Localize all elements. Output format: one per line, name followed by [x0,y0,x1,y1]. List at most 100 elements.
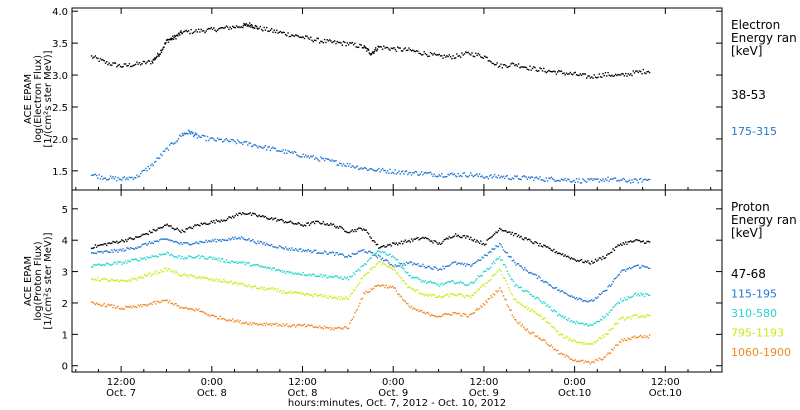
data-point [320,223,322,225]
data-point [609,75,612,77]
data-point [444,294,447,296]
data-point [529,293,531,295]
data-point [250,214,253,216]
data-point [609,328,612,331]
data-point [521,176,524,178]
data-point [255,145,258,147]
data-point [209,222,211,225]
data-point [381,48,384,50]
data-point [563,179,565,181]
data-point [376,50,378,52]
data-point [312,155,314,157]
data-point [369,257,371,260]
data-point [535,69,537,72]
data-point [520,286,522,288]
data-point [599,179,602,181]
data-point [247,144,249,146]
data-point [295,291,297,293]
data-point [264,324,267,327]
data-point [369,290,371,293]
data-point [361,297,364,300]
data-point [323,159,326,162]
data-point [550,71,553,73]
data-point [460,293,462,295]
data-point [540,301,542,303]
data-point [132,278,134,280]
data-point [528,291,530,293]
data-point [357,268,360,270]
data-point [489,60,491,62]
data-point [138,62,141,64]
data-point [500,175,502,178]
data-point [326,223,328,225]
data-point [206,223,209,225]
data-point [565,354,568,356]
data-point [609,309,612,312]
data-point [424,236,427,239]
data-point [315,326,317,328]
data-point [589,323,592,326]
data-point [436,54,438,56]
data-point [466,235,468,237]
data-point [404,271,406,273]
data-point [539,337,541,340]
data-point [273,217,275,220]
data-point [250,324,253,326]
data-point [323,296,326,298]
data-point [128,306,131,308]
data-point [114,261,117,264]
data-point [648,294,651,296]
data-point [549,345,551,347]
data-point [242,143,244,146]
data-point [234,320,236,322]
data-point [410,50,413,52]
data-point [555,330,558,333]
data-point [570,295,573,297]
data-point [126,306,128,308]
data-point [393,242,395,244]
data-point [229,319,231,322]
data-point [344,164,346,167]
data-point [596,77,598,79]
data-point [632,314,634,316]
data-point [627,180,629,182]
data-point [339,277,341,279]
data-point [229,262,231,264]
data-point [584,299,587,302]
data-point [520,265,522,267]
data-point [633,178,636,180]
data-point [177,273,180,276]
data-point [551,287,554,289]
data-point [466,51,468,54]
data-point [148,241,151,243]
data-point [300,224,302,226]
data-point [531,67,534,70]
data-point [591,343,593,345]
data-point [630,240,632,242]
data-point [175,240,177,243]
data-point [543,179,545,182]
data-point [394,48,396,51]
data-point [175,38,177,40]
data-point [485,300,487,302]
data-point [625,318,627,320]
data-point [420,281,423,283]
data-point [465,295,467,297]
data-point [370,257,372,259]
data-point [156,240,158,242]
data-point [367,48,369,50]
data-point [432,282,434,284]
data-point [233,261,235,263]
data-point [420,265,423,267]
data-point [201,223,204,225]
data-point [127,260,129,262]
data-point [224,280,226,283]
data-point [266,217,268,219]
data-point [374,241,376,243]
data-point [371,240,374,242]
data-point [360,265,362,268]
data-point [153,271,156,273]
data-point [517,301,520,304]
data-point [269,267,272,269]
y-tick-label: 3.0 [52,71,68,82]
